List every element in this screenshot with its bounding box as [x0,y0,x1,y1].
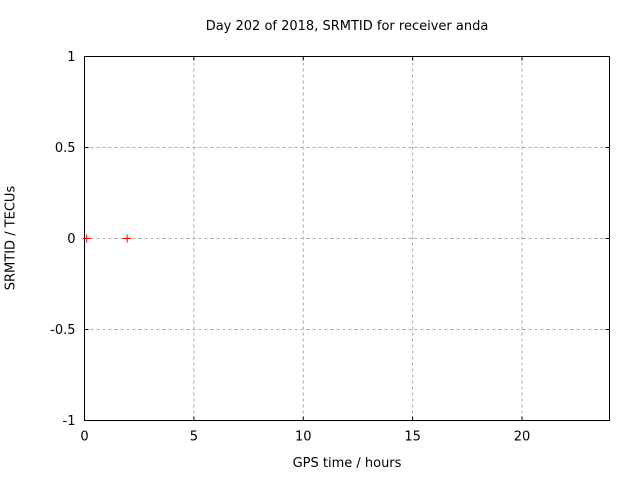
x-tick-label: 5 [190,430,198,445]
y-tick-label: 0 [67,232,75,247]
x-tick-label: 15 [404,430,421,445]
y-tick-label: 0.5 [55,141,76,156]
y-tick-label: -0.5 [50,323,75,338]
x-tick-label: 10 [295,430,312,445]
x-tick-label: 0 [80,430,88,445]
y-tick-label: -1 [63,414,76,429]
x-axis-label: GPS time / hours [292,456,402,471]
chart-title: Day 202 of 2018, SRMTID for receiver and… [205,19,489,34]
x-tick-label: 20 [514,430,531,445]
y-axis-label: SRMTID / TECUs [3,185,19,291]
y-tick-label: 1 [67,50,75,65]
